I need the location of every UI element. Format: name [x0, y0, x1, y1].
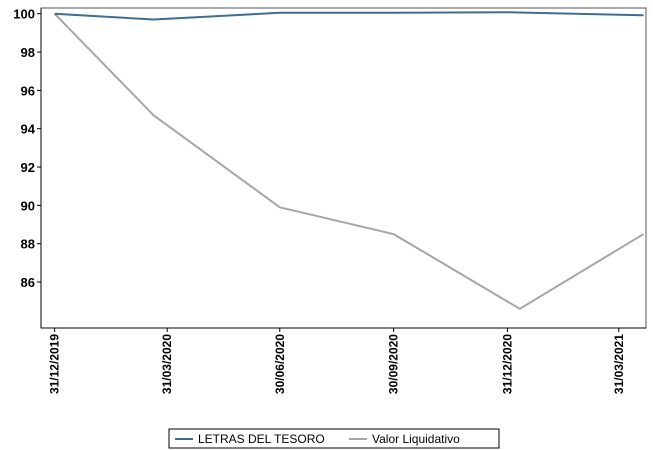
y-tick-label: 96: [21, 83, 35, 98]
plot-area-frame: [40, 7, 647, 329]
y-tick-label: 94: [21, 122, 36, 137]
y-tick-label: 86: [21, 275, 35, 290]
x-tick-label: 30/09/2020: [387, 334, 401, 394]
x-tick-label: 31/03/2021: [612, 334, 626, 394]
legend: LETRAS DEL TESORO Valor Liquidativo: [168, 428, 500, 449]
series-line-nav: [53, 13, 645, 310]
x-tick-label: 31/03/2020: [160, 334, 174, 394]
legend-label-treasury: LETRAS DEL TESORO: [198, 432, 325, 446]
x-tick-label: 31/12/2019: [48, 334, 62, 394]
legend-label-nav: Valor Liquidativo: [372, 432, 460, 446]
y-tick-label: 100: [13, 7, 35, 22]
y-axis-ticks: 86 88 90 92 94 96 98 100: [13, 7, 41, 290]
y-tick-label: 90: [21, 198, 35, 213]
x-tick-label: 30/06/2020: [273, 334, 287, 394]
series-line-treasury: [54, 11, 644, 21]
x-axis-ticks: 31/12/2019 31/03/2020 30/06/2020 30/09/2020…: [48, 328, 626, 394]
y-tick-label: 88: [21, 237, 35, 252]
x-tick-label: 31/12/2020: [500, 334, 514, 394]
y-tick-label: 92: [21, 160, 35, 175]
y-tick-label: 98: [21, 45, 35, 60]
series-layer: [53, 11, 645, 310]
legend-box: [168, 428, 500, 449]
